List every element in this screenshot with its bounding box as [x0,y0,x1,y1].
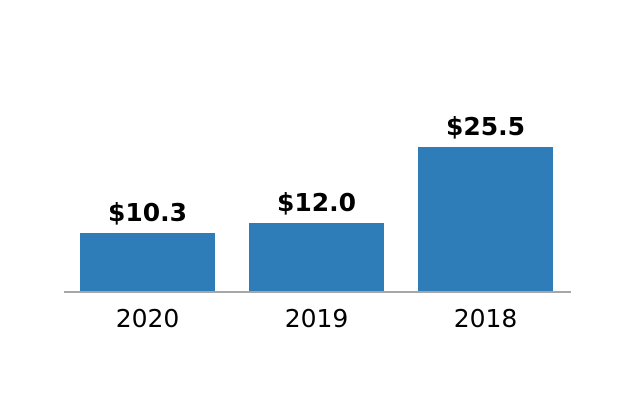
bar-2020 [80,233,215,291]
x-tick-label-2019: 2019 [284,304,349,333]
bar-group-2019: $12.0 [249,188,384,291]
bar-value-label: $25.5 [445,112,526,141]
bar-value-label: $12.0 [276,188,357,217]
x-axis-line [64,291,571,293]
bar-2018 [418,147,553,291]
x-tick-label-2020: 2020 [115,304,180,333]
x-tick-label-2018: 2018 [453,304,518,333]
bar-group-2018: $25.5 [418,112,553,291]
bar-value-label: $10.3 [107,198,188,227]
bar-2019 [249,223,384,291]
bar-group-2020: $10.3 [80,198,215,291]
